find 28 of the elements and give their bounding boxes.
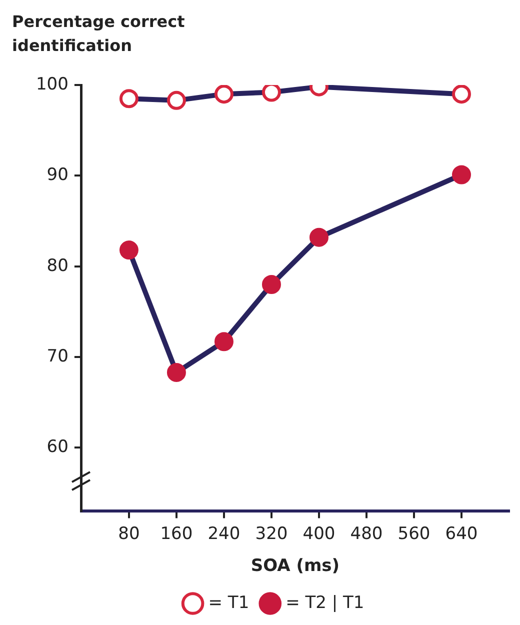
x-tick-label: 560 [398,524,430,544]
y-tick-label: 70 [46,346,68,366]
x-axis-title: SOA (ms) [250,556,340,576]
y-tick-label: 80 [46,256,68,276]
y-tick-label: 90 [46,165,68,186]
legend-label: = T2 | T1 [286,592,364,613]
y-axis-title: Percentage correct identification [12,11,186,57]
point [214,85,234,104]
point [166,362,186,382]
legend-label: = T1 [208,592,250,613]
point [119,89,138,108]
x-tick-label: 320 [255,524,288,544]
x-tick-label: 480 [350,524,383,544]
x-tick-label: 400 [302,524,336,544]
x-tick-label: 240 [208,524,240,544]
point [119,240,138,260]
x-tick-label: 160 [160,524,193,544]
point [262,85,281,102]
point [452,165,471,184]
point [309,228,328,247]
point [166,90,186,110]
x-tick-label: 640 [445,524,478,544]
point [452,85,471,104]
point [262,275,281,294]
x-tick-label: 80 [118,524,140,544]
point [214,332,234,352]
y-tick-label: 100 [36,74,68,94]
y-tick-label: 60 [46,437,68,458]
